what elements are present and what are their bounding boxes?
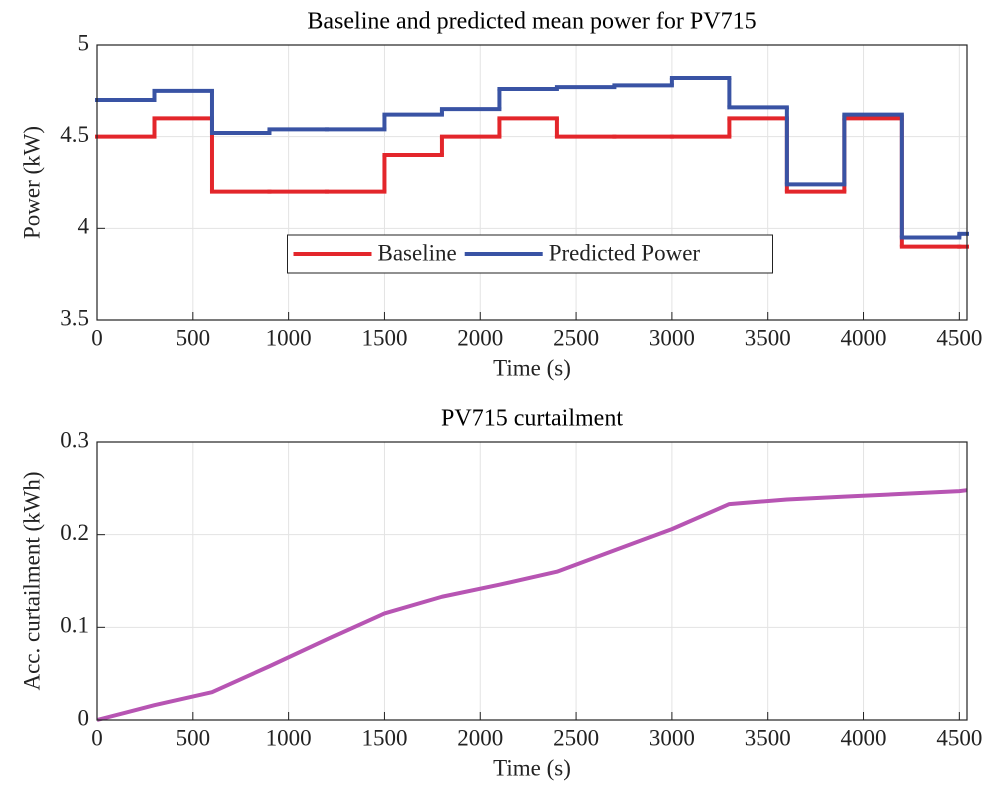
x-tick-label: 4500 (936, 725, 982, 750)
x-tick-label: 1000 (266, 325, 312, 350)
y-tick-label: 4 (78, 214, 90, 239)
y-tick-label: 0.1 (60, 613, 89, 638)
y-tick-label: 4.5 (60, 122, 89, 147)
x-tick-label: 1500 (361, 725, 407, 750)
x-axis-label: Time (s) (493, 355, 571, 380)
x-tick-label: 2500 (553, 725, 599, 750)
x-tick-label: 3500 (745, 725, 791, 750)
x-tick-label: 1500 (361, 325, 407, 350)
x-tick-label: 3000 (649, 725, 695, 750)
x-tick-label: 3000 (649, 325, 695, 350)
legend-label: Predicted Power (549, 240, 701, 265)
x-tick-label: 2000 (457, 325, 503, 350)
chart-title: Baseline and predicted mean power for PV… (307, 9, 756, 35)
x-tick-label: 500 (176, 725, 211, 750)
legend-label: Baseline (378, 240, 457, 265)
axes-frame (96, 441, 968, 721)
y-axis-label: Acc. curtailment (kWh) (19, 471, 44, 690)
y-tick-label: 0 (78, 705, 90, 730)
x-tick-label: 4500 (936, 325, 982, 350)
legend: Baseline Predicted Power (287, 234, 773, 274)
x-tick-label: 0 (91, 725, 103, 750)
y-tick-label: 5 (78, 30, 90, 55)
y-axis-label: Power (kW) (19, 126, 44, 239)
plot-area (97, 442, 967, 720)
x-tick-label: 500 (176, 325, 211, 350)
chart-title: PV715 curtailment (441, 406, 623, 432)
axes-frame (96, 44, 968, 321)
x-tick-label: 2500 (553, 325, 599, 350)
x-tick-label: 4000 (841, 725, 887, 750)
line (96, 488, 968, 722)
y-tick-label: 0.3 (60, 427, 89, 452)
x-axis-label: Time (s) (493, 755, 571, 780)
x-tick-label: 1000 (266, 725, 312, 750)
y-tick-label: 0.2 (60, 520, 89, 545)
x-tick-label: 0 (91, 325, 103, 350)
x-tick-label: 4000 (841, 325, 887, 350)
x-tick-label: 3500 (745, 325, 791, 350)
x-tick-label: 2000 (457, 725, 503, 750)
y-tick-label: 3.5 (60, 305, 89, 330)
series (95, 76, 969, 240)
